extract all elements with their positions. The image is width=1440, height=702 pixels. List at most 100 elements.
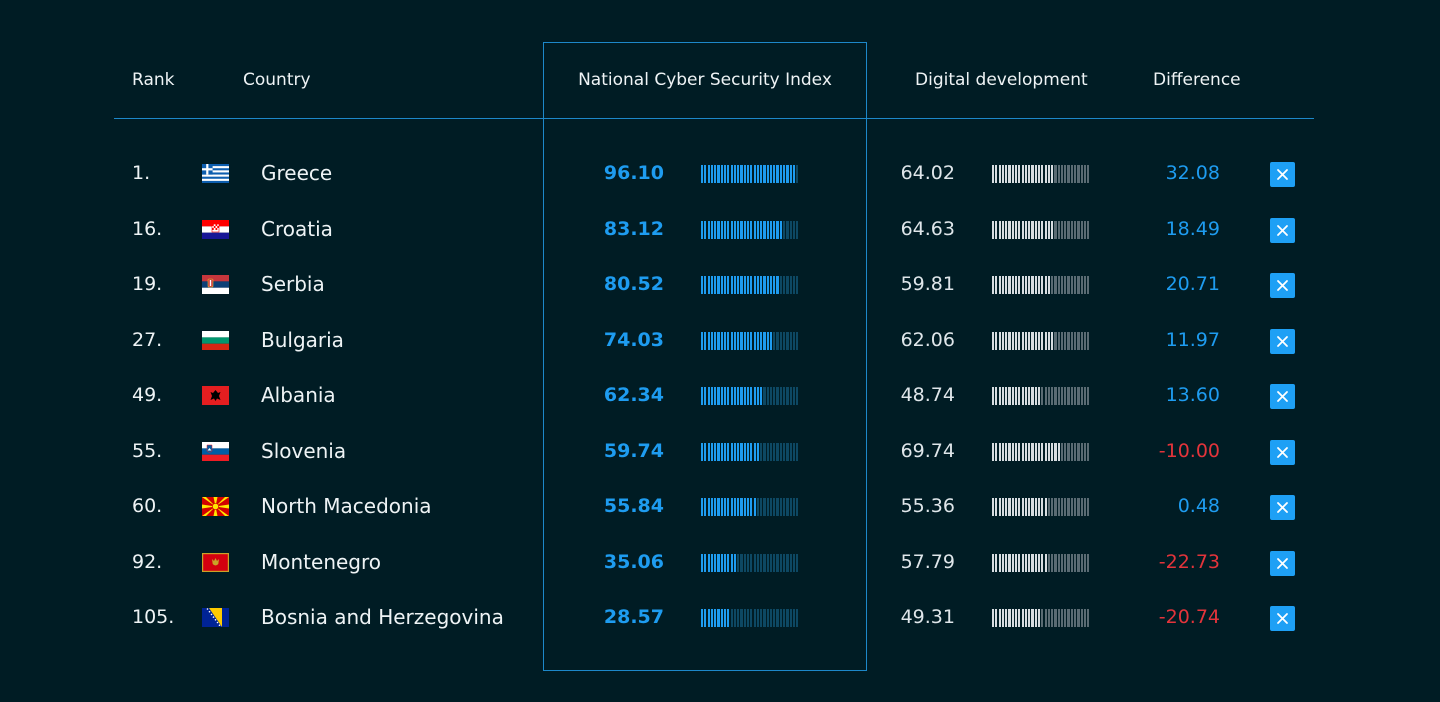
bar-segment: [763, 553, 766, 572]
bar-segment: [710, 387, 714, 405]
bar-segment: [1008, 442, 1011, 461]
bar-segment: [1031, 276, 1034, 294]
bar-segment: [740, 165, 743, 183]
digital-development-bar: [992, 387, 1090, 405]
ncsi-score: 35.06: [603, 550, 664, 573]
bar-segment: [1051, 609, 1054, 627]
bar-segment: [792, 276, 796, 294]
bar-segment: [783, 609, 786, 627]
ncsi-score-bar: [701, 220, 799, 239]
bar-segment: [746, 609, 750, 627]
bar-segment: [753, 387, 756, 405]
ncsi-header: National Cyber Security Index: [578, 70, 832, 90]
bar-segment: [763, 387, 766, 405]
bar-segment: [723, 276, 727, 294]
bar-segment: [720, 498, 723, 516]
bar-segment: [773, 442, 776, 461]
bar-segment: [1008, 498, 1011, 516]
bar-segment: [773, 498, 776, 516]
bar-segment: [707, 331, 710, 350]
bar-segment: [1074, 276, 1077, 294]
bar-segment: [1070, 498, 1073, 516]
close-icon: [1277, 502, 1288, 513]
bar-segment: [1083, 276, 1087, 294]
bar-segment: [746, 387, 750, 405]
albania-flag-icon: [202, 386, 229, 405]
remove-country-button[interactable]: [1270, 273, 1295, 298]
difference-value: -22.73: [1158, 550, 1220, 573]
remove-country-button[interactable]: [1270, 328, 1295, 354]
bar-segment: [1001, 442, 1005, 461]
remove-country-button[interactable]: [1270, 162, 1295, 187]
bar-segment: [1074, 220, 1077, 239]
bar-segment: [1080, 387, 1083, 405]
rank-header: Rank: [132, 70, 175, 90]
bar-segment: [720, 553, 723, 572]
remove-country-button[interactable]: [1270, 606, 1295, 631]
bar-segment: [714, 220, 717, 239]
bar-segment: [720, 276, 723, 294]
bar-segment: [714, 165, 717, 183]
bar-segment: [737, 609, 740, 627]
rank-cell: 27.: [132, 328, 163, 351]
remove-country-button[interactable]: [1270, 384, 1295, 409]
bar-segment: [740, 220, 743, 239]
bar-segment: [714, 442, 717, 461]
bar-segment: [1047, 276, 1050, 294]
bar-segment: [1077, 553, 1080, 572]
digital-development-score: 69.74: [900, 439, 955, 462]
bar-segment: [704, 609, 707, 627]
bar-segment: [1037, 165, 1041, 183]
bar-segment: [1031, 498, 1034, 516]
remove-country-button[interactable]: [1270, 495, 1295, 520]
bar-segment: [756, 609, 759, 627]
bar-segment: [1018, 220, 1021, 239]
bar-segment: [1005, 331, 1008, 350]
bar-segment: [1070, 276, 1073, 294]
bar-segment: [1064, 276, 1067, 294]
bar-segment: [1034, 498, 1037, 516]
bar-segment: [1031, 165, 1034, 183]
table-body: 1. Greece 96.10 64.02 32.08 16. Croatia 83.12 64…: [0, 146, 1440, 646]
bar-segment: [998, 276, 1001, 294]
bar-segment: [1041, 165, 1044, 183]
ncsi-score: 83.12: [603, 217, 664, 240]
bar-segment: [717, 442, 720, 461]
bar-segment: [723, 498, 727, 516]
difference-value: 32.08: [1165, 162, 1220, 184]
bar-segment: [1074, 442, 1077, 461]
bar-segment: [1037, 498, 1041, 516]
bar-segment: [760, 165, 763, 183]
header-divider: [114, 118, 1314, 119]
bar-segment: [763, 442, 766, 461]
bar-segment: [1037, 609, 1041, 627]
bar-segment: [763, 220, 766, 239]
bar-segment: [720, 220, 723, 239]
bar-segment: [1060, 498, 1064, 516]
bar-segment: [710, 498, 714, 516]
bar-segment: [710, 331, 714, 350]
bar-segment: [1037, 442, 1041, 461]
bar-segment: [1011, 276, 1014, 294]
remove-country-button[interactable]: [1270, 439, 1295, 465]
bar-segment: [750, 220, 753, 239]
bar-segment: [776, 220, 779, 239]
bar-segment: [786, 553, 789, 572]
bar-segment: [737, 387, 740, 405]
bar-segment: [704, 387, 707, 405]
bar-segment: [1011, 220, 1014, 239]
remove-country-button[interactable]: [1270, 217, 1295, 243]
bar-segment: [717, 498, 720, 516]
bar-segment: [995, 276, 998, 294]
bar-segment: [1083, 165, 1087, 183]
country-name: Slovenia: [261, 438, 347, 463]
bar-segment: [714, 498, 717, 516]
bar-segment: [704, 220, 707, 239]
close-icon: [1277, 169, 1288, 180]
bar-segment: [998, 165, 1001, 183]
ncsi-score-bar: [701, 165, 799, 183]
bar-segment: [1057, 387, 1060, 405]
bar-segment: [701, 442, 704, 461]
bar-segment: [740, 387, 743, 405]
remove-country-button[interactable]: [1270, 550, 1295, 576]
